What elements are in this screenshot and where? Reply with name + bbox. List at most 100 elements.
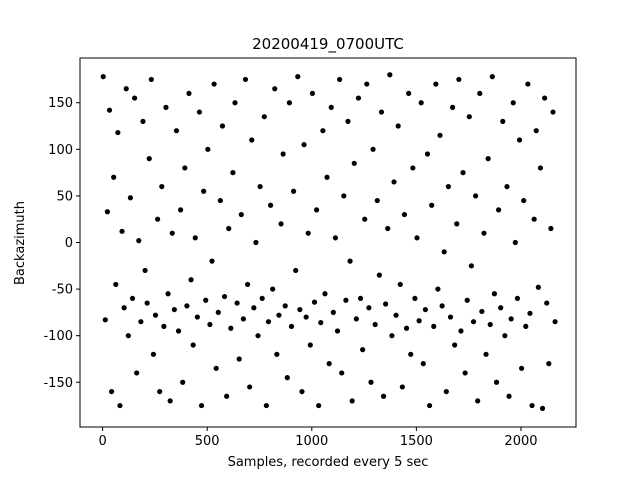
point	[194, 314, 200, 320]
point	[460, 170, 466, 176]
point	[426, 402, 433, 409]
point	[498, 305, 504, 311]
point	[184, 303, 190, 309]
point	[408, 351, 414, 357]
point	[535, 284, 541, 290]
point	[539, 405, 546, 411]
point	[255, 333, 261, 339]
y-tick-label: 100	[48, 143, 73, 158]
point	[514, 295, 521, 302]
point	[330, 309, 336, 315]
point	[299, 388, 305, 395]
point	[552, 319, 558, 325]
point	[470, 319, 477, 325]
point	[290, 188, 297, 194]
point	[347, 258, 353, 264]
point	[249, 137, 255, 143]
point	[548, 225, 554, 232]
x-tick-label: 500	[195, 434, 220, 449]
point	[259, 295, 265, 302]
point	[412, 295, 418, 302]
point	[263, 402, 269, 409]
point	[165, 291, 171, 297]
point	[380, 393, 387, 399]
point	[253, 239, 259, 246]
point	[209, 258, 215, 264]
point	[182, 165, 188, 171]
point	[378, 109, 385, 115]
point	[357, 295, 364, 302]
point	[414, 235, 420, 241]
point	[483, 351, 489, 357]
point	[198, 402, 205, 409]
point	[288, 323, 295, 329]
point	[213, 365, 219, 371]
point	[148, 76, 154, 83]
y-tick-label: -50	[52, 283, 73, 298]
point	[332, 235, 339, 241]
point	[230, 170, 236, 176]
point	[265, 319, 272, 325]
point	[504, 183, 510, 190]
point	[343, 297, 349, 303]
point	[452, 342, 458, 348]
point	[449, 104, 456, 110]
point	[495, 207, 502, 213]
point	[445, 183, 451, 190]
y-tick-label: 150	[48, 96, 73, 111]
x-tick-label: 1000	[295, 434, 328, 449]
point	[146, 156, 152, 162]
point	[345, 118, 351, 124]
point	[284, 375, 290, 381]
point	[274, 351, 280, 357]
point	[487, 321, 493, 328]
point	[472, 193, 479, 199]
point	[443, 388, 449, 395]
point	[320, 128, 326, 134]
point	[261, 114, 267, 120]
point	[316, 402, 322, 409]
point	[418, 100, 424, 106]
point	[150, 351, 157, 357]
point	[351, 160, 357, 166]
point	[309, 90, 316, 97]
point	[527, 310, 533, 316]
point	[429, 202, 435, 208]
point	[159, 183, 165, 190]
point	[155, 216, 161, 222]
point	[115, 129, 121, 136]
point	[399, 384, 405, 390]
point	[441, 249, 447, 255]
point	[326, 361, 332, 367]
point	[313, 207, 320, 213]
point	[293, 267, 299, 274]
point	[282, 303, 288, 309]
point	[217, 197, 223, 204]
point	[519, 365, 525, 371]
point	[391, 179, 397, 185]
point	[242, 76, 249, 83]
point	[224, 393, 230, 399]
point	[196, 109, 203, 115]
point	[157, 388, 163, 395]
point	[244, 281, 251, 288]
y-axis-label: Backazimuth	[13, 201, 28, 285]
point	[240, 316, 246, 322]
point	[368, 379, 374, 385]
point	[416, 318, 422, 324]
point	[123, 86, 129, 92]
point	[456, 76, 462, 83]
point	[462, 370, 468, 376]
point	[324, 174, 330, 180]
point	[142, 267, 148, 274]
point	[349, 398, 355, 404]
y-tick-label: 0	[65, 236, 73, 251]
point	[422, 306, 428, 313]
point	[173, 128, 180, 134]
point	[401, 211, 408, 218]
point	[437, 132, 443, 138]
point	[481, 230, 487, 236]
point	[267, 202, 274, 208]
point	[119, 228, 125, 234]
point	[389, 333, 395, 339]
